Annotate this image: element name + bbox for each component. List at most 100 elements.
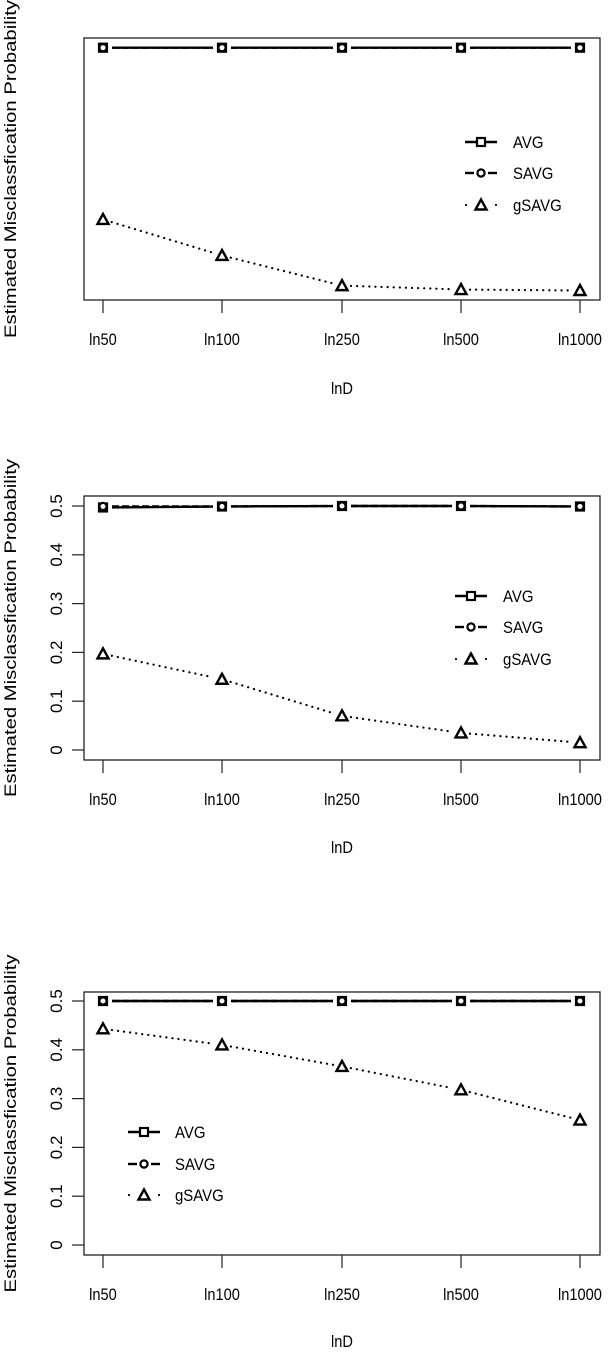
x-tick-label: ln500	[443, 331, 479, 349]
circle-marker	[140, 1160, 147, 1167]
x-tick-label: ln500	[443, 791, 479, 809]
series-line-segment	[231, 258, 334, 284]
circle-marker	[99, 997, 106, 1004]
triangle-marker	[217, 250, 228, 260]
triangle-marker	[217, 1039, 228, 1049]
y-axis-title: Estimated Misclassfication Probability	[1, 954, 20, 1293]
plot-frame	[84, 992, 600, 1255]
circle-marker	[218, 44, 225, 51]
y-tick-label: 0.5	[47, 989, 66, 1013]
circle-marker	[338, 502, 345, 509]
circle-marker	[338, 44, 345, 51]
chart-panel-1: ln50 ln100 ln250 ln500 ln1000 lnD Estimated Mi…	[1, 0, 602, 398]
legend-item-avg: AVG	[128, 1124, 205, 1142]
y-tick-label: 0.5	[47, 494, 66, 518]
x-tick-label: ln50	[89, 1286, 117, 1304]
x-axis-title: lnD	[331, 380, 353, 398]
square-marker	[140, 1128, 148, 1136]
legend-item-avg: AVG	[455, 588, 533, 606]
y-tick-label: 0.2	[47, 1136, 66, 1160]
series-gsavg	[98, 1023, 586, 1124]
x-tick-label: ln100	[204, 791, 240, 809]
triangle-marker	[456, 727, 467, 737]
series-line-segment	[470, 734, 571, 742]
circle-marker	[576, 44, 583, 51]
legend-item-gsavg: gSAVG	[455, 651, 552, 669]
circle-marker	[467, 623, 474, 630]
y-tick-label: 0.3	[47, 592, 66, 616]
triangle-marker	[98, 648, 109, 658]
circle-marker	[477, 169, 484, 176]
legend-label: AVG	[175, 1124, 205, 1142]
y-axis-title: Estimated Misclassfication Probability	[1, 458, 20, 797]
series-line-segment	[351, 717, 452, 732]
series-line-segment	[231, 1047, 333, 1065]
x-axis-title: lnD	[331, 839, 353, 857]
circle-marker	[457, 502, 464, 509]
y-tick-label: 0.3	[47, 1087, 66, 1111]
series-line-segment	[112, 656, 213, 678]
legend-item-savg: SAVG	[465, 165, 553, 183]
series-line-segment	[112, 222, 214, 253]
y-tick-label: 0	[47, 745, 66, 754]
legend-label: gSAVG	[503, 651, 552, 669]
legend: AVG SAVG gSAVG	[455, 588, 552, 669]
x-tick-label: ln250	[324, 331, 360, 349]
circle-marker	[99, 503, 106, 510]
x-tick-label: ln100	[204, 331, 240, 349]
legend-label: AVG	[513, 134, 543, 152]
triangle-marker	[575, 737, 586, 747]
series-line-segment	[112, 1030, 213, 1044]
series-gsavg	[98, 214, 586, 295]
y-axis-title: Estimated Misclassfication Probability	[1, 0, 20, 338]
legend: AVG SAVG gSAVG	[128, 1124, 224, 1205]
legend-item-gsavg: gSAVG	[128, 1187, 224, 1205]
legend: AVG SAVG gSAVG	[465, 134, 562, 215]
y-tick-label: 0.1	[47, 1184, 66, 1208]
x-tick-label: ln500	[443, 1286, 479, 1304]
x-tick-label: ln250	[324, 791, 360, 809]
circle-marker	[576, 997, 583, 1004]
legend-label: SAVG	[175, 1156, 215, 1174]
legend-label: AVG	[503, 588, 533, 606]
triangle-marker	[139, 1190, 150, 1200]
legend-label: SAVG	[503, 619, 543, 637]
triangle-marker	[476, 200, 487, 210]
series-savg	[99, 502, 583, 510]
square-marker	[467, 592, 475, 600]
circle-marker	[218, 997, 225, 1004]
x-tick-label: ln50	[89, 791, 117, 809]
series-line-segment	[351, 1068, 452, 1088]
triangle-marker	[575, 1115, 586, 1125]
circle-marker	[457, 997, 464, 1004]
y-tick-label: 0.2	[47, 641, 66, 665]
x-tick-label: ln250	[324, 1286, 360, 1304]
x-tick-label: ln50	[89, 331, 117, 349]
triangle-marker	[98, 214, 109, 224]
legend-label: SAVG	[513, 165, 553, 183]
x-tick-label: ln1000	[558, 331, 602, 349]
x-tick-label: ln1000	[558, 1286, 602, 1304]
circle-marker	[457, 44, 464, 51]
triangle-marker	[575, 285, 586, 295]
series-line-segment	[351, 286, 452, 289]
y-tick-label: 0	[47, 1240, 66, 1249]
circle-marker	[99, 44, 106, 51]
triangle-marker	[466, 654, 477, 664]
triangle-marker	[98, 1023, 109, 1033]
series-line-segment	[470, 1092, 572, 1118]
square-marker	[477, 138, 485, 146]
series-line-segment	[231, 682, 334, 713]
y-tick-label: 0.1	[47, 689, 66, 713]
series-line-segment	[470, 290, 571, 291]
x-tick-label: ln100	[204, 1286, 240, 1304]
triangle-marker	[456, 284, 467, 294]
triangle-marker	[456, 1084, 467, 1094]
triangle-marker	[337, 710, 348, 720]
y-tick-label: 0.4	[47, 543, 66, 567]
legend-label: gSAVG	[513, 197, 562, 215]
circle-marker	[218, 503, 225, 510]
